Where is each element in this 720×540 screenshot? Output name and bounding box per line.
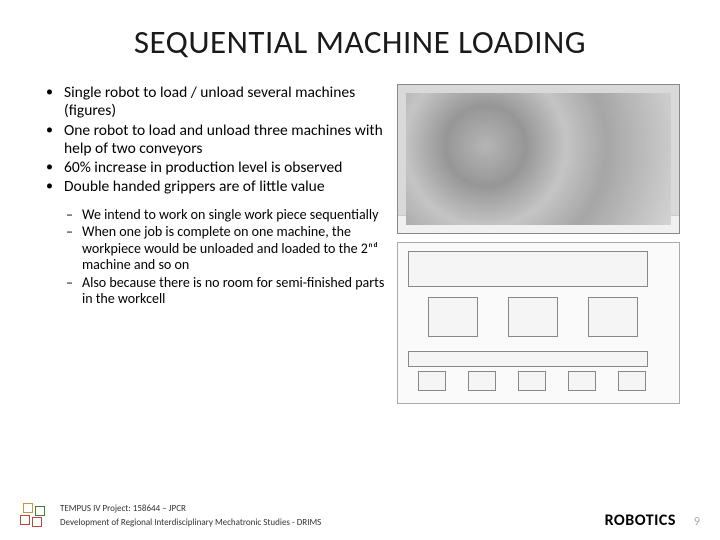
footer-line2: Development of Regional Interdisciplinar… bbox=[60, 516, 321, 530]
figure-caption bbox=[398, 215, 679, 233]
figure-photo bbox=[397, 84, 680, 234]
footer-brand: ROBOTICS bbox=[605, 511, 676, 530]
bullet-item: Single robot to load / unload several ma… bbox=[40, 84, 385, 121]
bullet-item: 60% increase in production level is obse… bbox=[40, 159, 385, 177]
footer-line1: TEMPUS IV Project: 158644 – JPCR bbox=[60, 502, 321, 516]
text-column: Single robot to load / unload several ma… bbox=[40, 84, 385, 404]
main-bullet-list: Single robot to load / unload several ma… bbox=[40, 84, 385, 197]
page-number: 9 bbox=[694, 515, 700, 529]
figure-column bbox=[397, 84, 680, 404]
figure-diagram bbox=[397, 242, 680, 404]
sub-bullet-list: We intend to work on single work piece s… bbox=[40, 207, 385, 308]
sub-bullet-item: We intend to work on single work piece s… bbox=[40, 207, 385, 224]
logo-icon bbox=[20, 503, 50, 529]
bullet-item: Double handed grippers are of little val… bbox=[40, 178, 385, 196]
footer-text: TEMPUS IV Project: 158644 – JPCR Develop… bbox=[60, 502, 321, 530]
sub-bullet-item: When one job is complete on one machine,… bbox=[40, 224, 385, 274]
bullet-item: One robot to load and unload three machi… bbox=[40, 122, 385, 159]
sub-bullet-item: Also because there is no room for semi-f… bbox=[40, 275, 385, 308]
footer: TEMPUS IV Project: 158644 – JPCR Develop… bbox=[20, 502, 700, 530]
slide-title: SEQUENTIAL MACHINE LOADING bbox=[40, 22, 680, 62]
content-row: Single robot to load / unload several ma… bbox=[40, 84, 680, 404]
footer-right: ROBOTICS 9 bbox=[605, 511, 700, 530]
footer-left: TEMPUS IV Project: 158644 – JPCR Develop… bbox=[20, 502, 321, 530]
